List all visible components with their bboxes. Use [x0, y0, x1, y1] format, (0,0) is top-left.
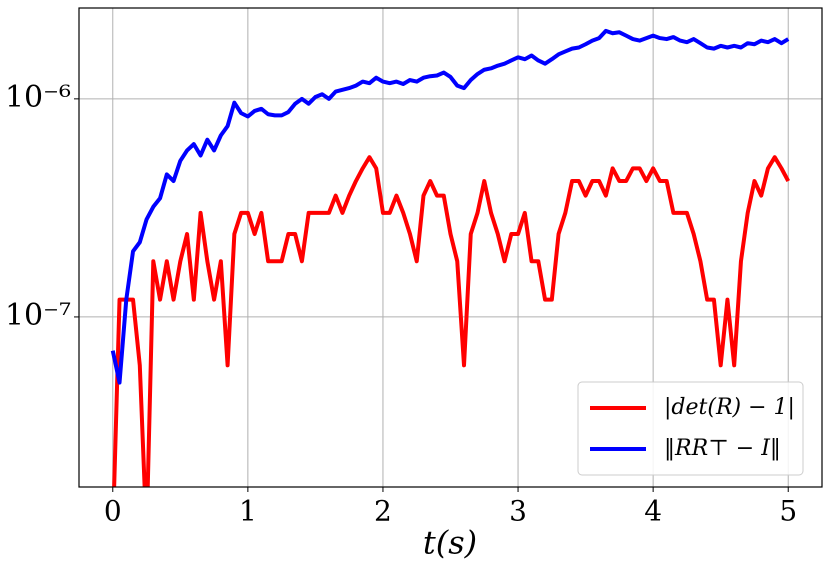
- legend-box: [577, 381, 804, 476]
- x-tick-label: 3: [509, 495, 527, 528]
- series-line: [112, 155, 790, 487]
- x-tick-label: 5: [779, 495, 797, 528]
- x-tick-label: 0: [104, 495, 122, 528]
- plot-frame: [78, 7, 823, 488]
- y-tick-label: 10⁻⁷: [5, 298, 71, 333]
- legend-label: ‖RR⊤ − I‖: [664, 436, 781, 461]
- x-tick-label: 2: [374, 495, 392, 528]
- y-tick-label: 10⁻⁶: [5, 80, 71, 115]
- x-axis-label: t(s): [423, 524, 477, 562]
- x-tick-label: 1: [239, 495, 257, 528]
- x-tick-label: 4: [644, 495, 662, 528]
- legend-label: |det(R) − 1|: [664, 395, 795, 420]
- plot-lines: [110, 28, 790, 487]
- series-line: [110, 28, 790, 385]
